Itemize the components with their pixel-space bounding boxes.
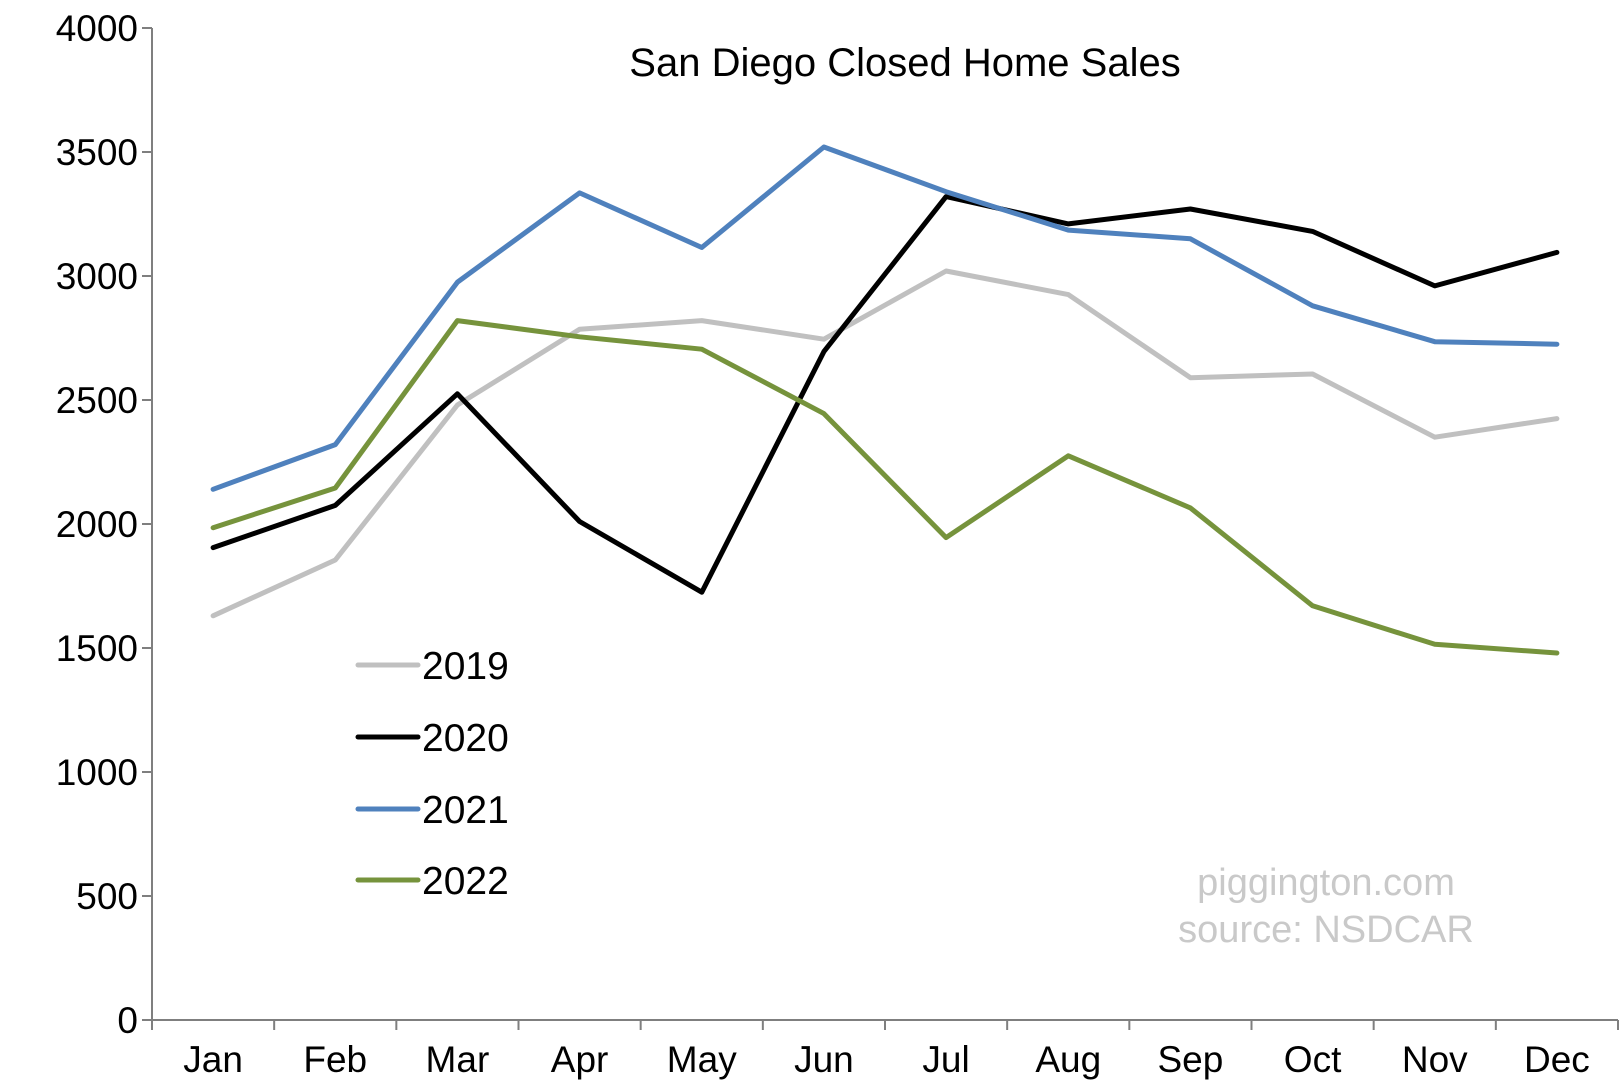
source-annotation: source: NSDCAR [1178, 909, 1474, 951]
series-line-2019 [210, 268, 1560, 619]
series-lines [210, 144, 1560, 656]
legend-label-2019: 2019 [422, 645, 509, 688]
y-tick-label: 2500 [56, 380, 138, 421]
x-tick-label: Mar [426, 1039, 490, 1080]
x-tick-label: Aug [1035, 1039, 1101, 1080]
chart-title: San Diego Closed Home Sales [629, 41, 1180, 85]
x-tick-label: Apr [551, 1039, 609, 1080]
x-tick-label: Oct [1284, 1039, 1342, 1080]
watermark-site: piggington.com [1197, 862, 1455, 904]
x-tick-label: May [667, 1039, 737, 1080]
legend-label-2022: 2022 [422, 860, 509, 903]
y-tick-label: 1500 [56, 628, 138, 669]
y-axis-ticks: 0 500 1000 1500 2000 2500 3000 3500 4000 [56, 8, 152, 1041]
x-tick-label: Jan [183, 1039, 243, 1080]
x-tick-label: Jun [794, 1039, 854, 1080]
legend: 2019 2020 2021 2022 [355, 645, 509, 903]
x-tick-label: Sep [1157, 1039, 1223, 1080]
x-tick-label: Jul [922, 1039, 969, 1080]
y-tick-label: 3500 [56, 132, 138, 173]
x-axis-ticks: Jan Feb Mar Apr May Jun Jul Aug Sep Oct Nov Dec [151, 1020, 1619, 1080]
series-line-2021 [210, 144, 1560, 492]
series-line-2020 [210, 194, 1560, 595]
y-tick-label: 2000 [56, 504, 138, 545]
y-tick-label: 3000 [56, 256, 138, 297]
y-tick-label: 1000 [56, 752, 138, 793]
y-tick-label: 4000 [56, 8, 138, 49]
y-tick-label: 0 [117, 1000, 138, 1041]
series-line-2022 [210, 318, 1560, 656]
y-tick-label: 500 [76, 876, 138, 917]
x-tick-label: Nov [1402, 1039, 1468, 1080]
legend-label-2021: 2021 [422, 789, 509, 832]
x-tick-label: Dec [1524, 1039, 1590, 1080]
legend-label-2020: 2020 [422, 717, 509, 760]
x-tick-label: Feb [303, 1039, 367, 1080]
